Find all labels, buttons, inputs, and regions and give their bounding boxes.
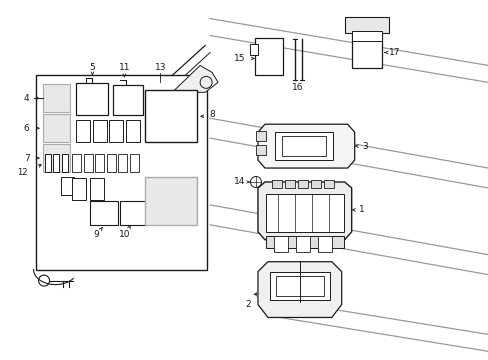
Bar (273, 236, 287, 252)
Bar (90, 178, 103, 200)
Text: 10: 10 (119, 230, 130, 239)
Bar (249, 44, 258, 55)
Bar (113, 85, 143, 115)
Bar (72, 154, 81, 172)
Bar (53, 154, 59, 172)
Bar (109, 120, 123, 142)
Bar (344, 17, 388, 32)
Bar (42, 114, 70, 142)
Bar (93, 120, 107, 142)
Bar (255, 145, 265, 155)
Bar (295, 236, 309, 252)
Text: 6: 6 (24, 124, 29, 133)
Bar (118, 154, 127, 172)
Text: 9: 9 (93, 230, 99, 239)
Bar (351, 27, 381, 68)
Bar (310, 180, 320, 188)
Bar (61, 177, 74, 195)
Bar (42, 144, 70, 172)
Text: 14: 14 (234, 177, 245, 186)
Bar (297, 180, 307, 188)
Bar (76, 84, 108, 115)
Text: 13: 13 (154, 63, 165, 72)
Text: 11: 11 (119, 63, 130, 72)
Bar (317, 236, 331, 252)
Bar (145, 90, 197, 142)
Polygon shape (258, 262, 341, 318)
Text: 5: 5 (89, 63, 95, 72)
Bar (129, 154, 139, 172)
Polygon shape (172, 66, 218, 92)
Bar (275, 276, 323, 296)
Bar (36, 75, 207, 270)
Text: 1: 1 (358, 206, 364, 215)
Text: 15: 15 (234, 54, 245, 63)
Polygon shape (258, 182, 351, 240)
Bar (265, 194, 343, 232)
Bar (255, 131, 265, 141)
Bar (265, 236, 343, 248)
Polygon shape (258, 124, 354, 168)
Bar (271, 180, 281, 188)
Bar (285, 180, 294, 188)
Text: 2: 2 (244, 300, 250, 309)
Bar (76, 120, 90, 142)
Bar (254, 37, 283, 75)
Bar (120, 201, 148, 225)
Bar (323, 180, 333, 188)
Bar (145, 177, 197, 225)
Bar (90, 201, 118, 225)
Bar (44, 154, 50, 172)
Bar (351, 31, 381, 41)
Text: 12: 12 (18, 167, 28, 176)
Text: 8: 8 (209, 110, 215, 119)
Bar (95, 154, 104, 172)
Text: 17: 17 (388, 48, 400, 57)
Bar (281, 136, 325, 156)
Text: 4: 4 (24, 94, 29, 103)
Bar (125, 120, 140, 142)
Bar (269, 272, 329, 300)
Bar (107, 154, 116, 172)
Bar (42, 84, 70, 112)
Bar (61, 154, 67, 172)
Bar (72, 178, 86, 200)
Text: 7: 7 (24, 154, 29, 163)
Text: 3: 3 (361, 141, 367, 150)
Text: 16: 16 (291, 83, 303, 92)
Bar (84, 154, 93, 172)
Bar (274, 132, 332, 160)
